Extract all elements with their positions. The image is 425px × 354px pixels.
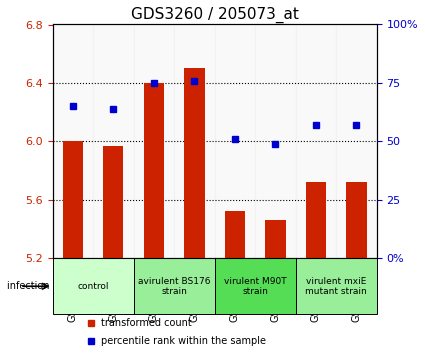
Bar — [225, 211, 245, 258]
FancyBboxPatch shape — [133, 258, 215, 314]
Bar — [93, 24, 133, 258]
Bar — [184, 68, 204, 258]
Bar — [346, 182, 367, 258]
Bar — [144, 83, 164, 258]
Bar — [255, 24, 296, 258]
Bar — [296, 24, 336, 258]
Text: transformed count: transformed count — [101, 318, 192, 327]
FancyBboxPatch shape — [53, 258, 133, 314]
Bar — [133, 24, 174, 258]
Bar — [63, 141, 83, 258]
Text: avirulent BS176
strain: avirulent BS176 strain — [138, 276, 210, 296]
Text: virulent M90T
strain: virulent M90T strain — [224, 276, 286, 296]
FancyBboxPatch shape — [215, 258, 296, 314]
Bar — [306, 182, 326, 258]
FancyBboxPatch shape — [296, 258, 377, 314]
Text: percentile rank within the sample: percentile rank within the sample — [101, 336, 266, 346]
Title: GDS3260 / 205073_at: GDS3260 / 205073_at — [131, 7, 299, 23]
Text: virulent mxiE
mutant strain: virulent mxiE mutant strain — [305, 276, 367, 296]
Bar — [265, 220, 286, 258]
Bar — [215, 24, 255, 258]
Bar — [174, 24, 215, 258]
Bar — [53, 24, 93, 258]
Text: control: control — [77, 282, 109, 291]
Bar — [336, 24, 377, 258]
Text: infection: infection — [7, 281, 53, 291]
Bar — [103, 146, 124, 258]
